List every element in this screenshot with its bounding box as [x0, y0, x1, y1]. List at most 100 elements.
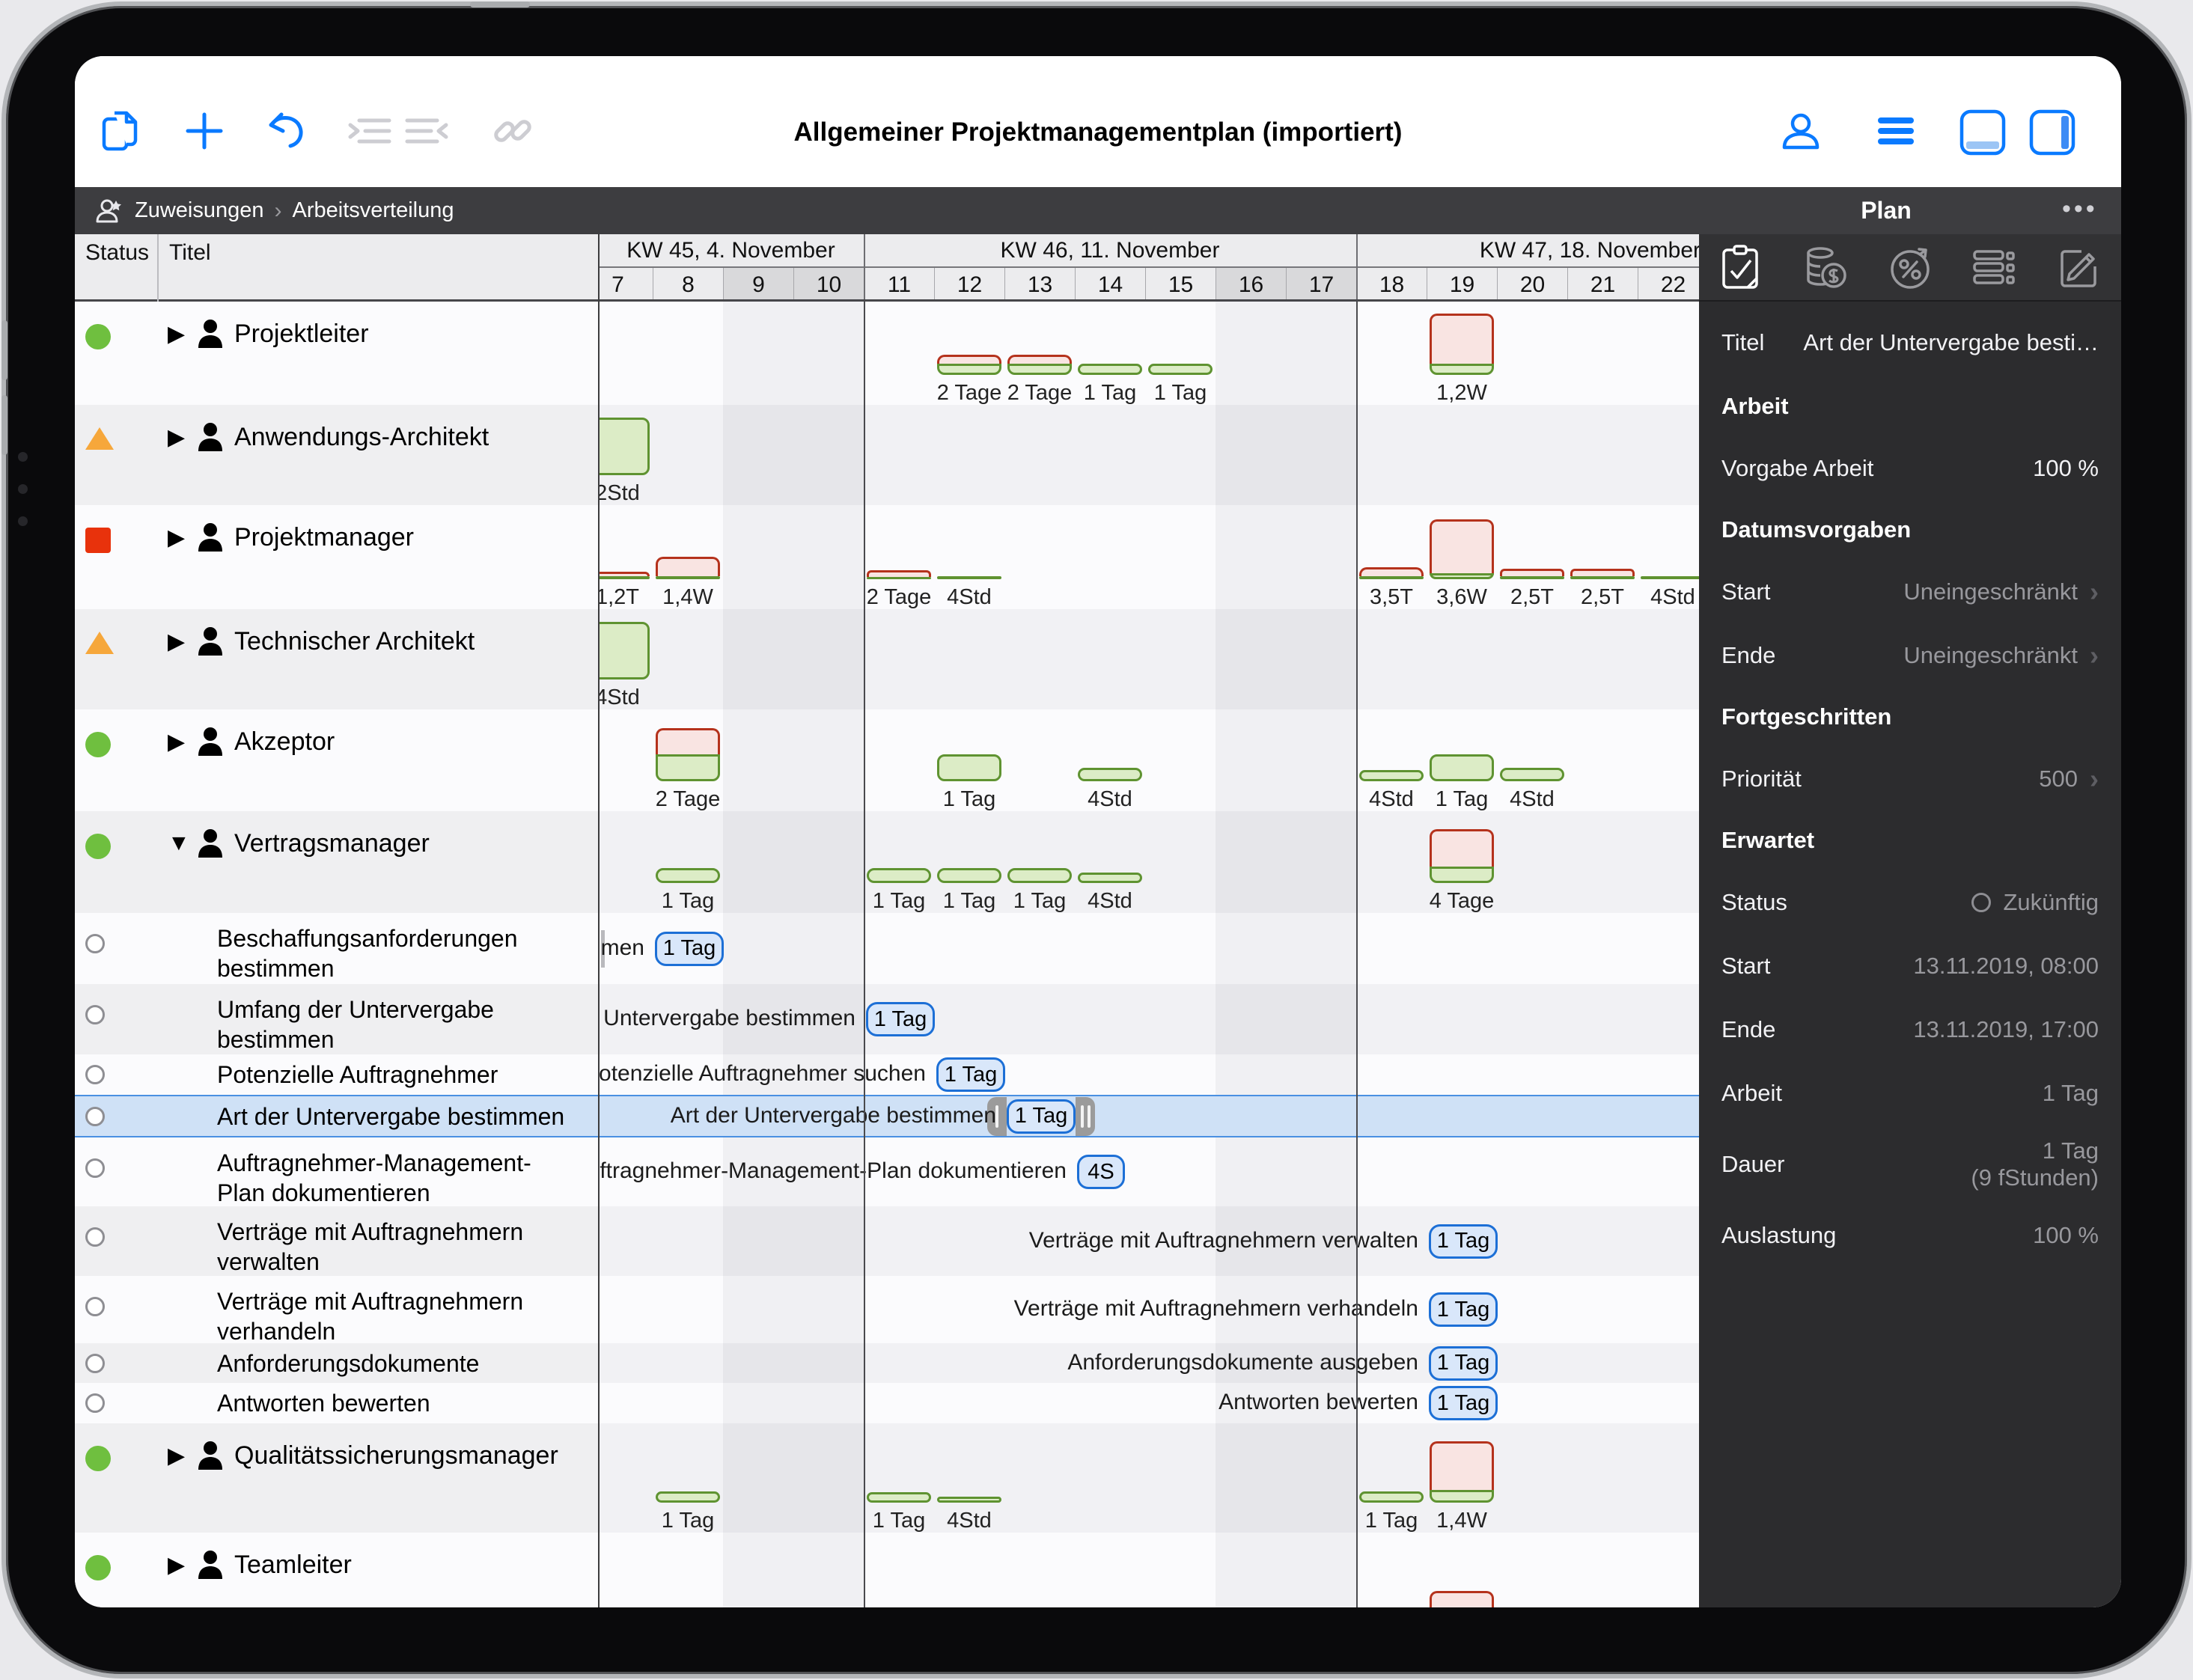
day-header[interactable]: 22: [1638, 268, 1699, 299]
duration-badge[interactable]: 1 Tag: [655, 931, 724, 966]
resource-row[interactable]: [75, 1533, 598, 1607]
day-header[interactable]: 15: [1145, 268, 1216, 299]
task-row[interactable]: [75, 1276, 598, 1343]
column-header-status[interactable]: Status: [85, 240, 150, 265]
inspector-field[interactable]: Priorität 500 ›: [1721, 747, 2099, 810]
tab-plan[interactable]: [1699, 234, 1784, 300]
gantt-row[interactable]: [598, 1423, 1699, 1533]
field-value[interactable]: 500 ›: [2039, 765, 2099, 792]
right-panel-toggle[interactable]: [2028, 109, 2076, 156]
gantt-row[interactable]: [598, 1206, 1699, 1276]
workload-bar[interactable]: [1359, 1491, 1424, 1503]
duration-badge[interactable]: 1 Tag: [866, 1002, 935, 1036]
expand-disclosure-triangle[interactable]: ▶: [168, 1553, 186, 1577]
day-header[interactable]: 14: [1075, 268, 1145, 299]
workload-bar[interactable]: [867, 1492, 931, 1503]
workload-bar[interactable]: [1359, 567, 1424, 579]
workload-bar[interactable]: [1007, 868, 1072, 883]
resource-row[interactable]: [75, 811, 598, 913]
day-header[interactable]: 11: [864, 268, 934, 299]
contact-icon[interactable]: [1778, 109, 1823, 153]
week-header[interactable]: KW 46, 11. November: [864, 234, 1356, 268]
duration-drag-handle-right[interactable]: [1076, 1096, 1095, 1136]
workload-bar[interactable]: [656, 557, 720, 579]
duration-badge[interactable]: 4S: [1077, 1155, 1125, 1189]
day-header[interactable]: 17: [1286, 268, 1356, 299]
task-row[interactable]: [75, 1343, 598, 1383]
workload-bar[interactable]: [937, 355, 1001, 375]
workload-bar[interactable]: [1641, 576, 1699, 579]
workload-bar[interactable]: [598, 418, 650, 475]
resource-row[interactable]: [75, 302, 598, 405]
workload-bar[interactable]: [1430, 314, 1494, 375]
expand-disclosure-triangle[interactable]: ▶: [168, 730, 186, 754]
workload-bar[interactable]: [937, 1497, 1001, 1503]
add-icon[interactable]: [182, 109, 227, 153]
task-row[interactable]: [75, 913, 598, 984]
task-row[interactable]: [75, 984, 598, 1054]
day-header[interactable]: 18: [1356, 268, 1427, 299]
breadcrumb[interactable]: Zuweisungen › Arbeitsverteilung: [94, 187, 454, 234]
day-header[interactable]: 7: [598, 268, 653, 299]
workload-bar[interactable]: [1078, 364, 1142, 375]
resource-row[interactable]: [75, 505, 598, 609]
workload-bar[interactable]: [656, 868, 720, 883]
week-header[interactable]: KW 47, 18. November: [1356, 234, 1699, 268]
resource-row[interactable]: [75, 709, 598, 811]
workload-bar[interactable]: [598, 622, 650, 679]
gantt-row[interactable]: [598, 1383, 1699, 1423]
workload-bar[interactable]: [937, 754, 1001, 781]
column-header-title[interactable]: Titel: [169, 240, 211, 265]
duration-badge[interactable]: 1 Tag: [1429, 1386, 1498, 1420]
task-row[interactable]: [75, 1054, 598, 1095]
day-header[interactable]: 10: [793, 268, 864, 299]
gantt-row[interactable]: [598, 913, 1699, 984]
workload-bar[interactable]: [598, 572, 650, 579]
workload-bar[interactable]: [867, 868, 931, 883]
workload-bar[interactable]: [1430, 1591, 1494, 1607]
breadcrumb-item[interactable]: Arbeitsverteilung: [292, 198, 454, 222]
resource-row[interactable]: [75, 405, 598, 505]
duration-badge[interactable]: 1 Tag: [1429, 1345, 1498, 1381]
day-header[interactable]: 8: [653, 268, 723, 299]
workload-bar[interactable]: [937, 868, 1001, 883]
duration-badge[interactable]: 1 Tag: [1429, 1292, 1498, 1327]
workload-bar[interactable]: [1430, 1441, 1494, 1503]
day-header[interactable]: 21: [1567, 268, 1638, 299]
gantt-row[interactable]: [598, 811, 1699, 913]
day-header[interactable]: 13: [1004, 268, 1075, 299]
tab-custom-data[interactable]: [1952, 234, 2037, 300]
task-row[interactable]: [75, 1383, 598, 1423]
inspector-field[interactable]: Ende Uneingeschränkt ›: [1721, 623, 2099, 687]
documents-icon[interactable]: [100, 109, 144, 153]
task-row[interactable]: [75, 1206, 598, 1276]
workload-bar[interactable]: [1430, 519, 1494, 579]
day-header[interactable]: 12: [934, 268, 1004, 299]
bottom-panel-toggle[interactable]: [1959, 109, 2007, 156]
resource-row[interactable]: [75, 609, 598, 709]
duration-badge[interactable]: 1 Tag: [1007, 1099, 1076, 1134]
expand-disclosure-triangle[interactable]: ▶: [168, 1444, 186, 1468]
column-divider[interactable]: [157, 234, 159, 302]
gantt-row[interactable]: [598, 609, 1699, 709]
collapse-disclosure-triangle[interactable]: ▼: [168, 831, 190, 855]
duration-drag-handle-left[interactable]: [987, 1096, 1007, 1136]
workload-bar[interactable]: [1078, 768, 1142, 781]
duration-badge[interactable]: 1 Tag: [1429, 1224, 1498, 1259]
resource-row[interactable]: [75, 1423, 598, 1533]
workload-bar[interactable]: [1500, 569, 1564, 579]
panel-more-button[interactable]: •••: [2062, 195, 2098, 223]
workload-bar[interactable]: [1570, 569, 1635, 579]
breadcrumb-item[interactable]: Zuweisungen: [135, 198, 264, 222]
undo-icon[interactable]: [262, 109, 307, 153]
gantt-row[interactable]: [598, 984, 1699, 1054]
workload-bar[interactable]: [1148, 364, 1213, 375]
inspector-field[interactable]: Start Uneingeschränkt ›: [1721, 560, 2099, 623]
task-row[interactable]: [75, 1095, 598, 1137]
workload-bar[interactable]: [1430, 829, 1494, 883]
gantt-row[interactable]: [598, 1095, 1699, 1137]
expand-disclosure-triangle[interactable]: ▶: [168, 525, 186, 550]
day-header[interactable]: 9: [723, 268, 793, 299]
table-gantt-divider[interactable]: [598, 234, 600, 1607]
expand-disclosure-triangle[interactable]: ▶: [168, 629, 186, 654]
